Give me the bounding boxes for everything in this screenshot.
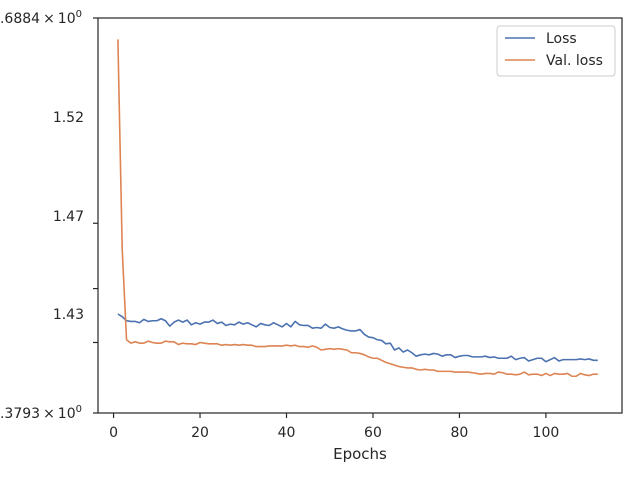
y-ticks: 1.6884×100 1.52 1.47 1.43 1.3793×100 xyxy=(0,9,98,422)
y-tick-label-1.43: 1.43 xyxy=(53,307,84,323)
y-tick-label-1.52: 1.52 xyxy=(53,110,84,126)
x-axis-label: Epochs xyxy=(333,445,387,463)
y-tick-label-bottom: 1.3793×100 xyxy=(0,404,82,422)
legend-label-val-loss: Val. loss xyxy=(546,53,603,69)
plot-frame xyxy=(97,17,623,414)
x-tick-label: 80 xyxy=(451,425,469,441)
series-line-val-loss xyxy=(117,39,598,378)
x-ticks: 0 20 40 60 80 100 xyxy=(109,413,559,441)
legend-label-loss: Loss xyxy=(546,31,577,47)
y-tick-label-top: 1.6884×100 xyxy=(0,9,82,27)
plot-background xyxy=(98,18,622,413)
x-tick-label: 40 xyxy=(278,425,296,441)
legend: Loss Val. loss xyxy=(496,25,616,77)
y-tick-label-1.47: 1.47 xyxy=(53,209,84,225)
series-line-loss xyxy=(117,313,598,363)
x-tick-label: 100 xyxy=(533,425,560,441)
x-tick-label: 20 xyxy=(191,425,209,441)
x-tick-label: 0 xyxy=(109,425,118,441)
axes-layer xyxy=(97,17,623,414)
x-tick-label: 60 xyxy=(364,425,382,441)
series-layer xyxy=(117,39,598,378)
